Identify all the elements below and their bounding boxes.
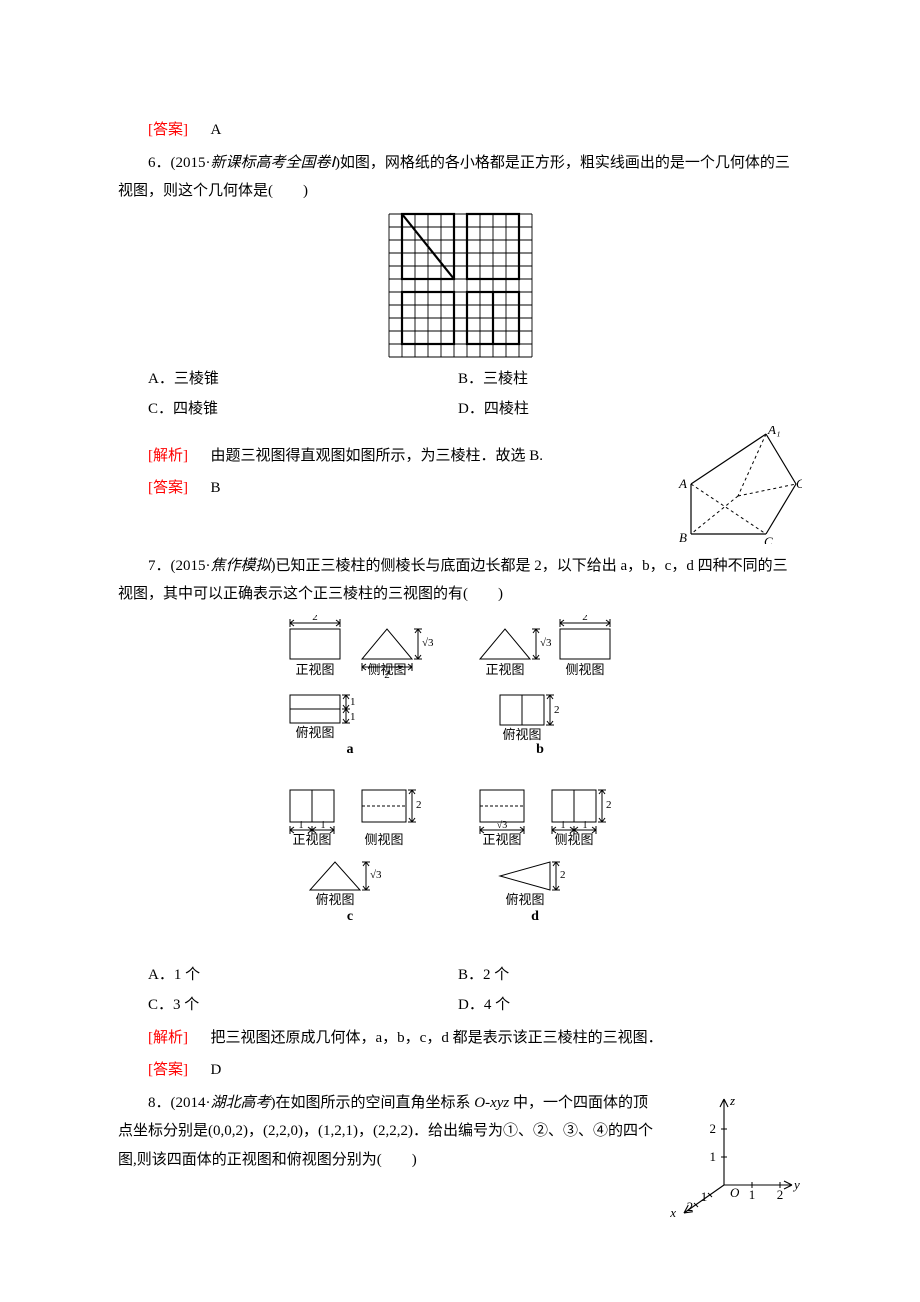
opt-7d: D．4 个 — [458, 991, 510, 1020]
svg-text:1: 1 — [350, 711, 356, 723]
svg-text:侧视图: 侧视图 — [554, 832, 593, 847]
q6-prefix: 6．(2015· — [148, 155, 211, 171]
opt-6a: A．三棱锥 — [148, 365, 458, 394]
grid-svg — [387, 212, 534, 359]
answer-value: B — [211, 480, 221, 496]
answer-label: [答案] — [148, 1062, 188, 1078]
svg-text:1: 1 — [299, 820, 304, 831]
svg-text:1: 1 — [561, 820, 566, 831]
svg-text:2: 2 — [554, 704, 560, 716]
q8-source: 湖北高考 — [211, 1095, 271, 1111]
svg-text:2: 2 — [687, 1199, 694, 1214]
svg-text:b: b — [536, 742, 544, 757]
svg-text:正视图: 正视图 — [482, 832, 521, 847]
svg-text:2: 2 — [710, 1121, 717, 1136]
svg-text:正视图: 正视图 — [295, 662, 334, 677]
svg-text:d: d — [531, 909, 539, 924]
figure-q6-prism: A₁ A B C C₁ — [676, 426, 802, 544]
q8-oxyz: O-xyz — [474, 1095, 509, 1111]
svg-text:O: O — [730, 1185, 740, 1200]
svg-text:俯视图: 俯视图 — [315, 892, 354, 907]
svg-text:C: C — [764, 534, 773, 544]
q8-suf1: )在如图所示的空间直角坐标系 — [271, 1095, 475, 1111]
axes-svg: 121212Oyzx — [662, 1089, 802, 1217]
svg-text:俯视图: 俯视图 — [295, 725, 334, 740]
options-7-row2: C．3 个 D．4 个 — [148, 991, 802, 1020]
svg-text:A₁: A₁ — [767, 426, 780, 437]
svg-text:2: 2 — [777, 1187, 784, 1202]
svg-text:1: 1 — [749, 1187, 756, 1202]
opt-6d: D．四棱柱 — [458, 395, 529, 424]
question-7: 7．(2015·焦作模拟)已知正三棱柱的侧棱长与底面边长都是 2，以下给出 a，… — [118, 552, 802, 609]
opt-7a: A．1 个 — [148, 961, 458, 990]
svg-text:x: x — [669, 1205, 676, 1217]
svg-text:B: B — [679, 530, 687, 544]
answer-7: [答案] D — [118, 1056, 802, 1085]
options-6-row1: A．三棱锥 B．三棱柱 — [148, 365, 802, 394]
options-7-row1: A．1 个 B．2 个 — [148, 961, 802, 990]
svg-text:俯视图: 俯视图 — [502, 727, 541, 742]
svg-text:正视图: 正视图 — [292, 832, 331, 847]
svg-text:侧视图: 侧视图 — [367, 662, 406, 677]
svg-text:正视图: 正视图 — [485, 662, 524, 677]
svg-text:C₁: C₁ — [796, 476, 802, 491]
opt-7c: C．3 个 — [148, 991, 458, 1020]
jiexi-text: 把三视图还原成几何体，a，b，c，d 都是表示该正三棱柱的三视图． — [211, 1030, 663, 1046]
svg-text:2: 2 — [606, 799, 612, 811]
figure-q6-grid — [118, 212, 802, 359]
svg-text:侧视图: 侧视图 — [565, 662, 604, 677]
svg-text:1: 1 — [321, 820, 326, 831]
answer-5: [答案] A — [118, 116, 802, 145]
answer-label: [答案] — [148, 122, 188, 138]
prism-svg: A₁ A B C C₁ — [676, 426, 802, 544]
svg-text:1: 1 — [701, 1189, 708, 1204]
q7-prefix: 7．(2015· — [148, 558, 211, 574]
q7-source: 焦作模拟 — [211, 558, 271, 574]
answer-value: D — [211, 1062, 222, 1078]
svg-text:A: A — [678, 476, 687, 491]
options-6-row2: C．四棱锥 D．四棱柱 — [148, 395, 802, 424]
svg-text:2: 2 — [582, 615, 588, 623]
opt-6b: B．三棱柱 — [458, 365, 528, 394]
jiexi-label: [解析] — [148, 1030, 188, 1046]
svg-text:√3: √3 — [422, 637, 434, 649]
svg-text:2: 2 — [312, 615, 318, 623]
jiexi-label: [解析] — [148, 448, 188, 464]
question-6: 6．(2015·新课标高考全国卷Ⅰ)如图，网格纸的各小格都是正方形，粗实线画出的… — [118, 149, 802, 206]
svg-text:1: 1 — [583, 820, 588, 831]
svg-text:1: 1 — [350, 696, 356, 708]
answer-value: A — [211, 122, 222, 138]
fig7-svg: 2正视图2√3侧视图11俯视图a√3正视图2侧视图2俯视图b11正视图2侧视图√… — [270, 615, 650, 955]
q6-source: 新课标高考全国卷Ⅰ — [211, 155, 335, 171]
answer-label: [答案] — [148, 480, 188, 496]
svg-text:2: 2 — [560, 869, 566, 881]
svg-text:√3: √3 — [540, 637, 552, 649]
opt-7b: B．2 个 — [458, 961, 509, 990]
q8-prefix: 8．(2014· — [148, 1095, 211, 1111]
svg-text:√3: √3 — [497, 820, 508, 831]
svg-text:2: 2 — [416, 799, 422, 811]
figure-q8-axes: 121212Oyzx — [662, 1089, 802, 1217]
svg-text:c: c — [347, 909, 353, 924]
opt-6c: C．四棱锥 — [148, 395, 458, 424]
svg-text:俯视图: 俯视图 — [505, 892, 544, 907]
jiexi-text: 由题三视图得直观图如图所示，为三棱柱．故选 B. — [211, 448, 544, 464]
svg-text:a: a — [347, 742, 354, 757]
svg-text:z: z — [729, 1093, 735, 1108]
svg-text:√3: √3 — [370, 869, 382, 881]
svg-text:y: y — [792, 1177, 800, 1192]
jiexi-7: [解析] 把三视图还原成几何体，a，b，c，d 都是表示该正三棱柱的三视图． — [118, 1024, 802, 1053]
svg-text:1: 1 — [710, 1149, 717, 1164]
figure-q7: 2正视图2√3侧视图11俯视图a√3正视图2侧视图2俯视图b11正视图2侧视图√… — [118, 615, 802, 955]
svg-text:侧视图: 侧视图 — [364, 832, 403, 847]
